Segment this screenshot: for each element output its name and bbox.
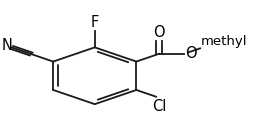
- Text: F: F: [91, 15, 99, 30]
- Text: O: O: [185, 46, 197, 61]
- Text: methyl: methyl: [201, 35, 248, 48]
- Text: N: N: [1, 38, 12, 53]
- Text: Cl: Cl: [152, 99, 167, 114]
- Text: O: O: [153, 25, 165, 40]
